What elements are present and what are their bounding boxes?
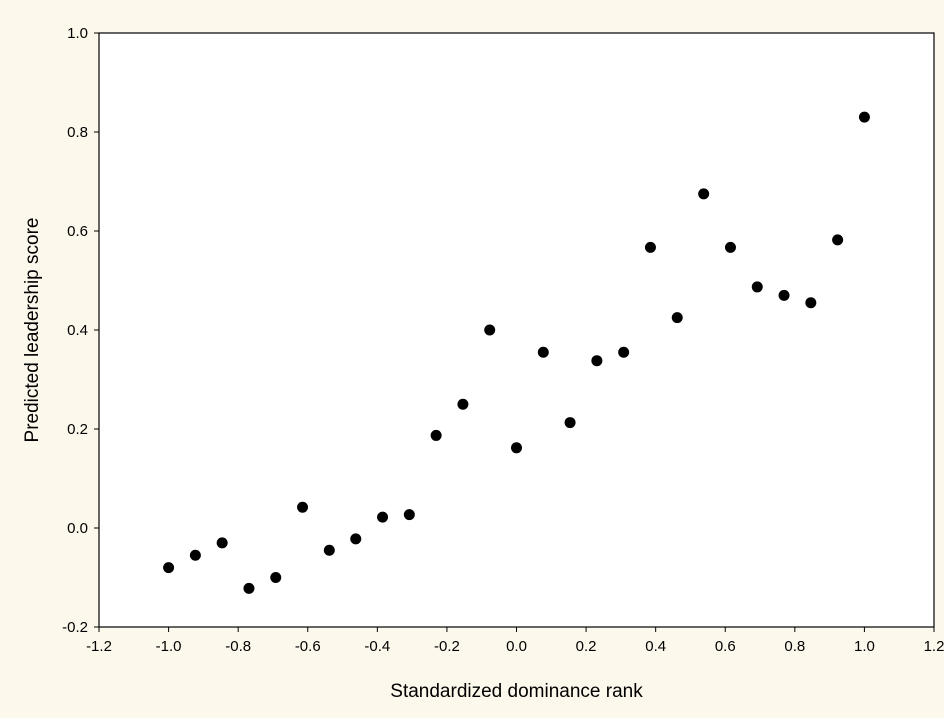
x-tick-label: 0.6 (715, 638, 736, 655)
x-tick-label: 0.2 (576, 638, 597, 655)
data-point (270, 572, 282, 583)
y-tick-label: 0.8 (67, 124, 88, 141)
y-axis-title: Predicted leadership score (22, 218, 43, 443)
data-point (243, 582, 255, 594)
x-tick-label: 1.2 (924, 638, 944, 655)
x-axis-ticks: -1.2 -1.0 -0.8 -0.6 -0.4 -0.2 0.0 0.2 0.4 0.6 0.8 1… (86, 627, 944, 655)
data-point (163, 562, 175, 574)
data-point (189, 549, 201, 561)
x-tick-label: 0.8 (784, 638, 805, 655)
data-point (457, 398, 469, 410)
plot-area (98, 32, 935, 628)
data-point (430, 429, 442, 441)
data-point (724, 241, 736, 253)
x-tick-label: -1.2 (86, 638, 112, 655)
y-tick-label: 0.2 (67, 421, 88, 438)
data-point (644, 241, 656, 253)
data-point (671, 312, 683, 324)
data-point (832, 234, 844, 246)
data-points (163, 111, 870, 594)
data-point (216, 537, 228, 549)
data-point (805, 297, 817, 309)
x-tick-label: 0.4 (645, 638, 666, 655)
y-tick-label: 0.4 (67, 322, 88, 339)
data-point (537, 346, 549, 358)
data-point (618, 346, 630, 358)
data-point (511, 442, 522, 454)
y-tick-label: -0.2 (62, 619, 88, 636)
x-tick-label: -0.8 (225, 638, 251, 655)
x-tick-label: -0.4 (364, 638, 390, 655)
data-point (751, 281, 763, 293)
x-tick-label: -0.6 (295, 638, 321, 655)
x-tick-label: -0.2 (434, 638, 460, 655)
y-tick-label: 0.0 (67, 520, 88, 537)
y-axis-ticks: -0.2 0.0 0.2 0.4 0.6 0.8 1.0 (62, 25, 99, 636)
x-tick-label: 1.0 (854, 638, 875, 655)
data-point (858, 111, 870, 123)
y-tick-label: 0.6 (67, 223, 88, 240)
data-point (350, 533, 362, 545)
x-tick-label: 0.0 (506, 638, 527, 655)
data-point (403, 509, 415, 521)
data-point (591, 355, 603, 367)
data-point (564, 417, 576, 429)
data-point (323, 544, 335, 556)
data-point (297, 501, 309, 513)
data-point (778, 289, 790, 301)
data-point (377, 511, 389, 523)
x-axis-title: Standardized dominance rank (390, 681, 643, 702)
data-point (484, 324, 496, 336)
x-tick-label: -1.0 (156, 638, 182, 655)
y-tick-label: 1.0 (67, 25, 88, 42)
data-point (698, 188, 710, 200)
